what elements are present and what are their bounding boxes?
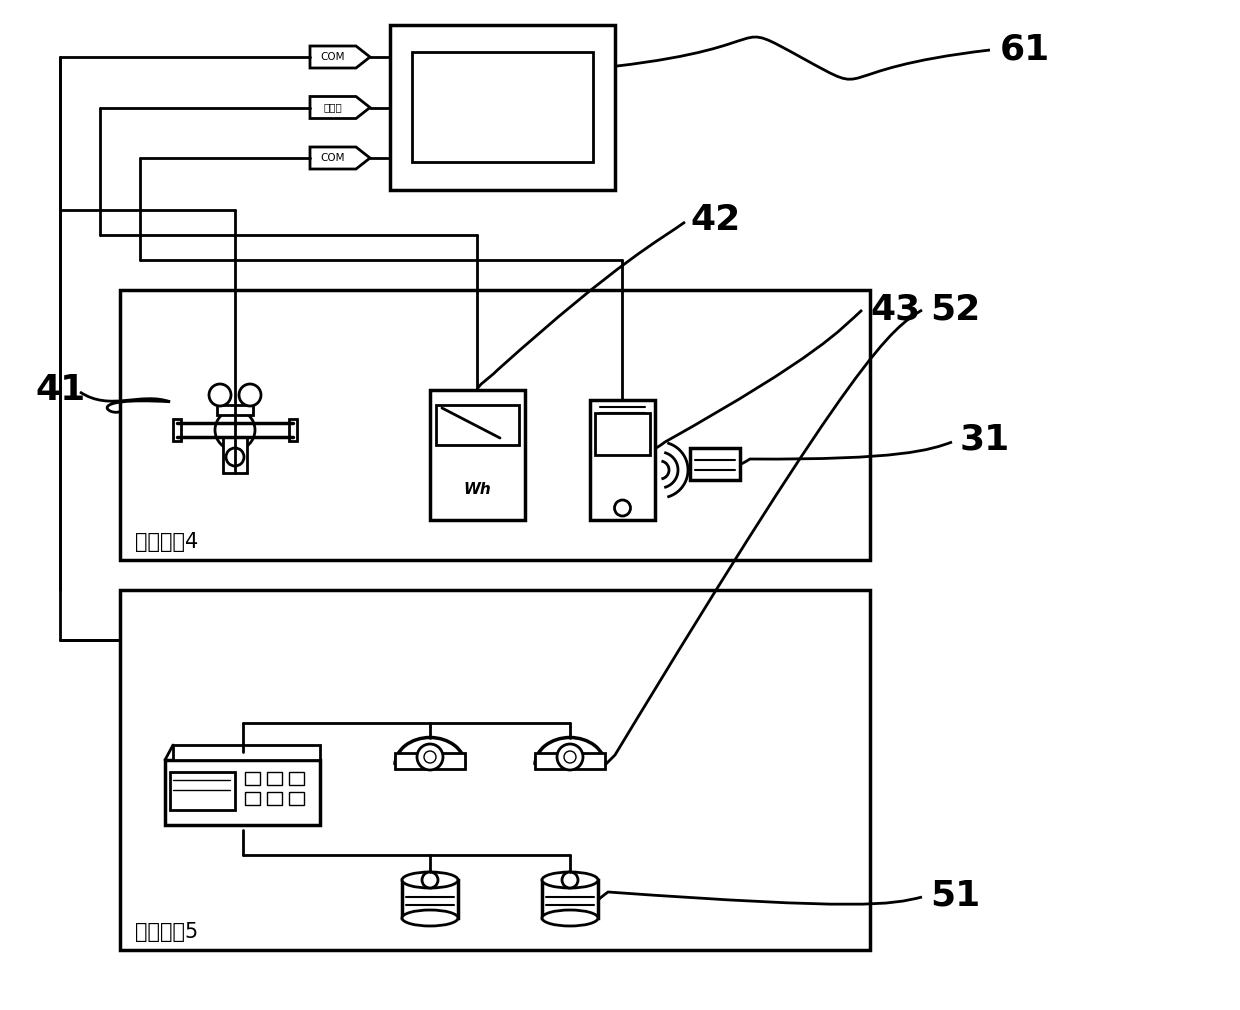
Text: 计量系统4: 计量系统4	[135, 532, 198, 552]
Circle shape	[422, 872, 438, 888]
Text: 31: 31	[960, 423, 1011, 457]
Bar	[542, 880, 598, 918]
Circle shape	[417, 744, 443, 770]
Bar	[534, 753, 605, 769]
Text: 以太网: 以太网	[324, 102, 342, 112]
Polygon shape	[310, 97, 370, 118]
Bar	[267, 792, 281, 805]
Text: 监控系统5: 监控系统5	[135, 922, 198, 942]
Bar	[170, 772, 236, 810]
Bar	[590, 400, 655, 520]
Bar	[174, 745, 320, 760]
Text: Wh: Wh	[464, 483, 491, 498]
Circle shape	[210, 384, 231, 406]
Circle shape	[215, 410, 255, 450]
Bar	[595, 413, 650, 454]
Bar	[246, 772, 260, 785]
Bar	[430, 390, 525, 520]
Text: COM: COM	[321, 52, 345, 62]
Text: 52: 52	[930, 293, 981, 327]
Bar	[246, 792, 260, 805]
Bar	[120, 290, 870, 560]
Circle shape	[226, 448, 244, 466]
Circle shape	[424, 751, 436, 763]
Text: COM: COM	[321, 153, 345, 163]
Text: 41: 41	[35, 373, 86, 407]
Ellipse shape	[402, 872, 458, 888]
Circle shape	[615, 500, 630, 516]
Text: 51: 51	[930, 878, 981, 912]
Bar	[165, 760, 320, 825]
Text: 42: 42	[689, 203, 740, 237]
Bar	[223, 437, 247, 473]
Ellipse shape	[542, 910, 598, 926]
Bar	[174, 419, 181, 441]
Polygon shape	[310, 46, 370, 68]
Bar	[289, 772, 304, 785]
Circle shape	[564, 751, 577, 763]
Bar	[289, 419, 298, 441]
Bar	[402, 880, 458, 918]
Bar	[267, 772, 281, 785]
Bar	[436, 405, 520, 445]
Text: 61: 61	[999, 33, 1050, 67]
Bar	[391, 25, 615, 190]
Bar	[120, 590, 870, 950]
Polygon shape	[310, 147, 370, 169]
Bar	[289, 792, 304, 805]
Circle shape	[557, 744, 583, 770]
Bar	[396, 753, 465, 769]
Circle shape	[562, 872, 578, 888]
Circle shape	[239, 384, 260, 406]
Ellipse shape	[402, 910, 458, 926]
Bar	[412, 52, 593, 162]
Bar	[689, 448, 740, 480]
Text: 43: 43	[870, 293, 920, 327]
Bar	[217, 405, 253, 415]
Ellipse shape	[542, 872, 598, 888]
